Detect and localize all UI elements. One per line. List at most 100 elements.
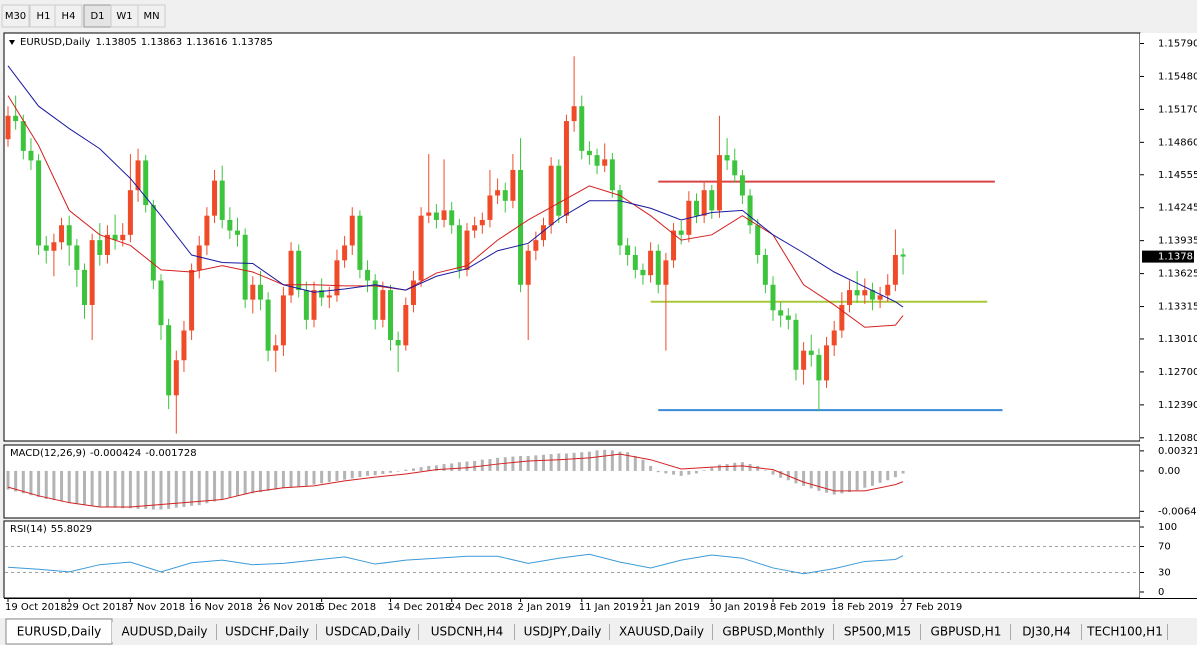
macd-bar <box>335 470 339 481</box>
chart-tab[interactable]: AUDUSD,Daily <box>112 622 217 642</box>
x-tick-label: 29 Oct 2018 <box>66 602 128 613</box>
macd-bar <box>809 470 813 489</box>
macd-bar <box>258 470 262 493</box>
candle-body <box>824 345 830 381</box>
candle-body <box>326 295 332 298</box>
macd-bar <box>587 451 591 471</box>
candle-body <box>541 225 546 241</box>
macd-bar <box>672 470 676 475</box>
candle-body <box>349 215 355 246</box>
candle-body <box>74 245 80 270</box>
candle-body <box>617 190 623 246</box>
candle-body <box>441 210 447 220</box>
tab-background <box>834 622 921 642</box>
candle-body <box>410 280 416 305</box>
candle-body <box>648 250 654 276</box>
symbol-menu-icon[interactable] <box>9 40 15 45</box>
tab-background <box>317 622 419 642</box>
chart-tab[interactable]: SP500,M15 <box>834 622 921 642</box>
y-tick-label: 1.14245 <box>1158 203 1197 214</box>
x-tick-label: 18 Feb 2019 <box>831 602 893 613</box>
macd-bar <box>863 470 867 488</box>
macd-bar <box>37 470 41 498</box>
macd-bar <box>687 470 691 475</box>
y-tick-label: 1.12390 <box>1158 400 1197 411</box>
candle-body <box>456 225 462 270</box>
macd-bar <box>373 470 377 476</box>
macd-bar <box>67 470 71 503</box>
macd-bar <box>75 470 79 504</box>
macd-bar <box>366 470 370 476</box>
current-price-label: 1.13785 <box>1158 252 1197 263</box>
macd-bar <box>52 470 56 501</box>
macd-bar <box>549 454 553 471</box>
macd-bar <box>511 456 515 471</box>
candle-body <box>778 310 784 316</box>
macd-bar <box>855 470 859 491</box>
candle-body <box>655 250 661 285</box>
candle-body <box>525 250 531 285</box>
macd-bar <box>802 470 806 486</box>
candle-body <box>204 215 210 246</box>
macd-bar <box>151 470 155 510</box>
candle-body <box>762 255 768 285</box>
macd-bar <box>136 470 140 509</box>
y-tick-label: 1.14555 <box>1158 170 1197 181</box>
candle-body <box>357 215 363 270</box>
low-price: 1.13616 <box>186 37 227 48</box>
macd-bar <box>794 470 798 484</box>
candle-body <box>265 299 271 351</box>
chart-tab[interactable]: XAUUSD,Daily <box>610 622 713 642</box>
candle-body <box>20 121 26 151</box>
candle-body <box>716 155 722 211</box>
timeframe-label: H4 <box>62 11 76 22</box>
candle-body <box>487 195 493 220</box>
chart-tab[interactable]: USDCNH,H4 <box>419 622 515 642</box>
macd-bar <box>312 470 316 485</box>
macd-bar <box>44 470 48 499</box>
macd-bar <box>580 452 584 471</box>
chart-tab[interactable]: USDCHF,Daily <box>217 622 317 642</box>
tab-background <box>419 622 515 642</box>
macd-bar <box>779 470 783 478</box>
moving-average-line <box>7 65 904 308</box>
macd-bar <box>649 465 653 471</box>
candle-body <box>181 330 187 361</box>
rsi-value: 55.8029 <box>51 524 92 535</box>
candle-body <box>609 159 615 191</box>
macd-bar <box>457 462 461 471</box>
timeframe-button[interactable] <box>1 4 30 28</box>
chart-tab[interactable]: GBPUSD,H1 <box>921 622 1011 642</box>
candle-body <box>510 169 516 201</box>
macd-bar <box>434 465 438 471</box>
rsi-line <box>7 553 904 575</box>
candle-body <box>579 106 585 151</box>
main-chart-area <box>3 32 1141 442</box>
chart-tab[interactable]: EURUSD,Daily <box>5 618 113 645</box>
macd-bar <box>557 453 561 471</box>
macd-bar <box>419 467 423 471</box>
chart-tab[interactable]: USDCAD,Daily <box>317 622 419 642</box>
candle-body <box>334 260 340 296</box>
chart-tab[interactable]: GBPUSD,Monthly <box>713 622 834 642</box>
timeframe-button[interactable] <box>54 4 83 28</box>
candle-body <box>900 254 906 257</box>
macd-bar <box>893 470 897 478</box>
chart-tab[interactable]: DJ30,H4 <box>1011 622 1082 642</box>
macd-bar <box>618 451 622 471</box>
macd-bar <box>817 470 821 491</box>
timeframe-button[interactable] <box>137 4 166 28</box>
candle-body <box>365 269 371 281</box>
tab-label: USDJPY,Daily <box>524 625 602 639</box>
chart-tab[interactable]: TECH100,H1 <box>1082 622 1168 642</box>
symbol: EURUSD,Daily <box>20 37 91 48</box>
y-tick-label: 0.003216 <box>1158 446 1197 457</box>
macd-header: MACD(12,26,9) -0.000424 -0.001728 <box>10 448 197 459</box>
candle-body <box>196 245 202 270</box>
macd-bar <box>98 470 102 507</box>
candle-body <box>120 234 126 241</box>
macd-bar <box>251 470 255 494</box>
x-tick-label: 2 Jan 2019 <box>518 602 572 613</box>
tab-label: XAUUSD,Daily <box>619 625 704 639</box>
chart-tab[interactable]: USDJPY,Daily <box>515 622 610 642</box>
